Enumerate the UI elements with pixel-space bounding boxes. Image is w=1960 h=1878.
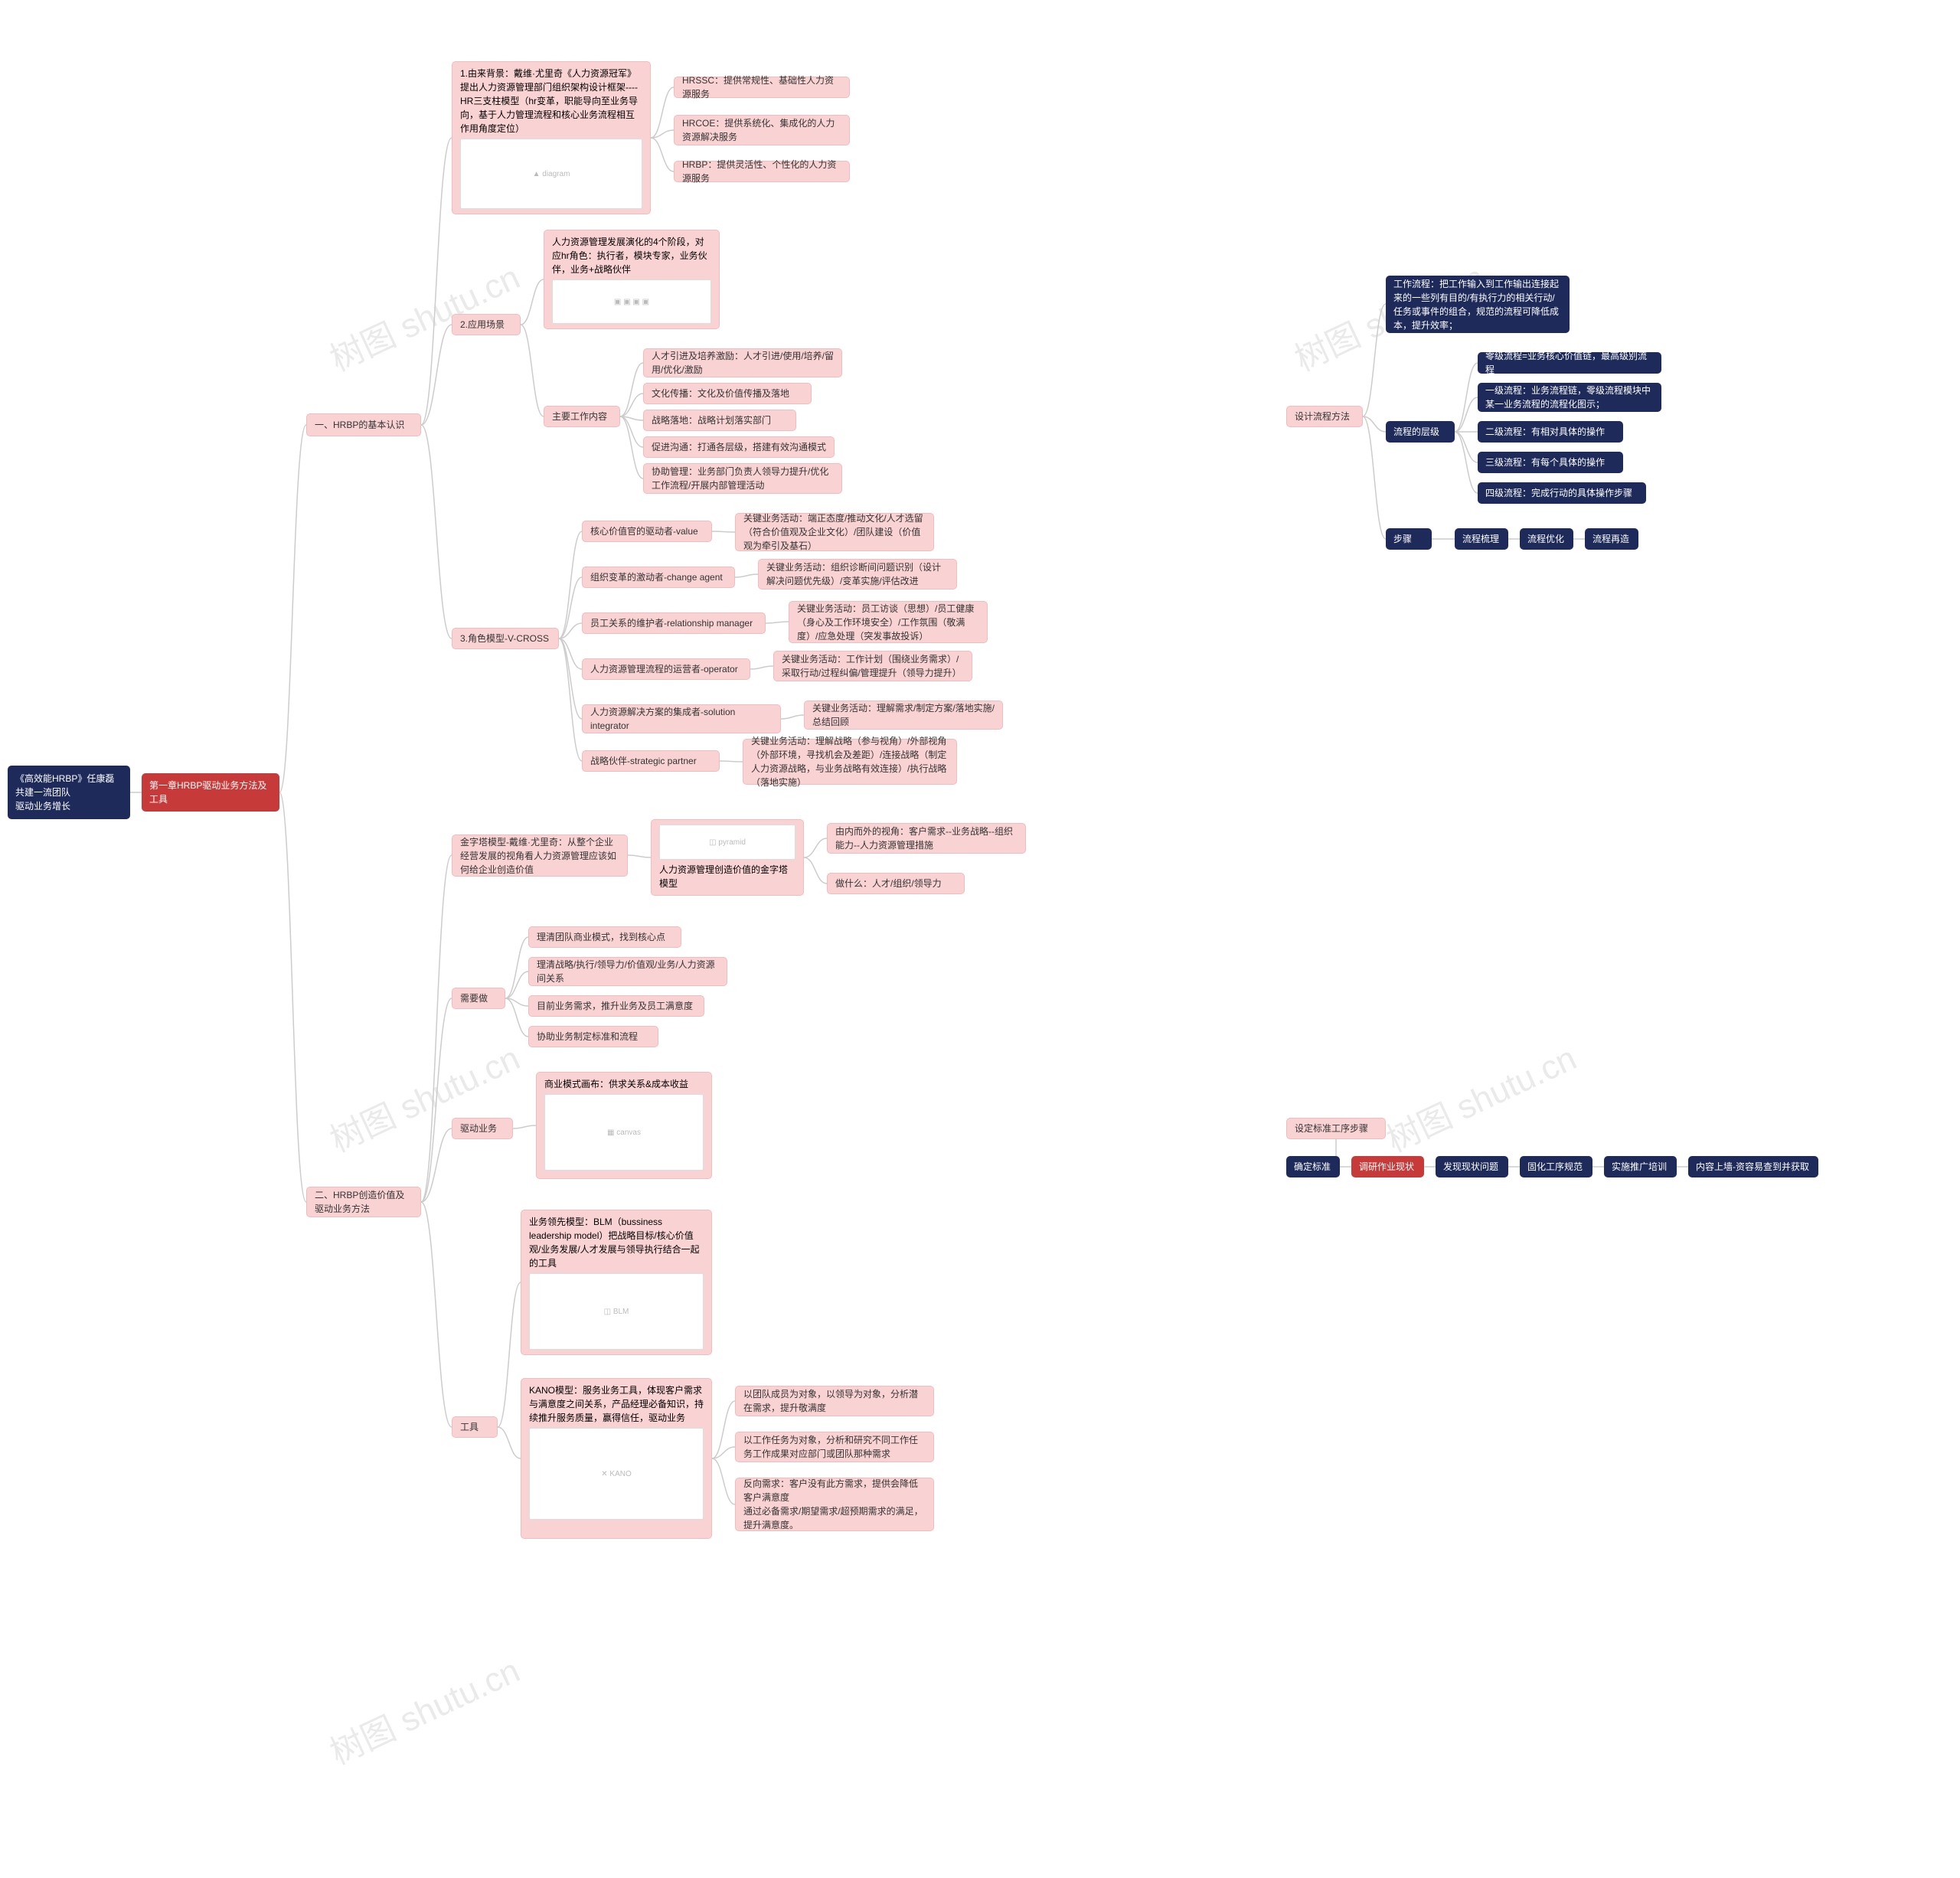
role-relationship-detail[interactable]: 关键业务活动：员工访谈（思想）/员工健康（身心及工作环境安全）/工作氛围（敬满度… [789, 601, 988, 643]
sec1-2a-text: 人力资源管理发展演化的4个阶段，对应hr角色：执行者，模块专家，业务伙伴，业务+… [552, 235, 711, 276]
role-change-detail[interactable]: 关键业务活动：组织诊断间问题识别（设计解决问题优先级）/变革实施/评估改进 [758, 559, 957, 590]
sec1-origin[interactable]: 1.由来背景：戴维·尤里奇《人力资源冠军》提出人力资源管理部门组织架构设计框架-… [452, 61, 651, 214]
level-3[interactable]: 三级流程：有每个具体的操作 [1478, 452, 1623, 473]
role-value[interactable]: 核心价值官的驱动者-value [582, 521, 712, 542]
watermark: 树图 shutu.cn [321, 1644, 527, 1775]
pyramid-model-img[interactable]: ◫ pyramid 人力资源管理创造价值的金字塔模型 [651, 819, 804, 896]
sec1-2[interactable]: 2.应用场景 [452, 314, 521, 335]
sec1-2b-5[interactable]: 协助管理：业务部门负责人领导力提升/优化工作流程/开展内部管理活动 [643, 463, 842, 494]
need-do-2[interactable]: 理清战略/执行/领导力/价值观/业务/人力资源间关系 [528, 957, 727, 986]
sec1-2b-2[interactable]: 文化传播：文化及价值传播及落地 [643, 383, 812, 404]
std-3[interactable]: 发现现状问题 [1436, 1156, 1508, 1177]
kano-3[interactable]: 反向需求：客户没有此方需求，提供会降低客户满意度 通过必备需求/期望需求/超预期… [735, 1478, 934, 1531]
hrssc[interactable]: HRSSC：提供常规性、基础性人力资源服务 [674, 77, 850, 98]
process-levels[interactable]: 流程的层级 [1386, 421, 1455, 443]
blm-text: 业务领先模型：BLM（bussiness leadership model）把战… [529, 1215, 704, 1270]
image-placeholder: ▲ diagram [460, 139, 642, 209]
pyramid-model[interactable]: 金字塔模型-戴维·尤里奇：从整个企业经营发展的视角看人力资源管理应该如何给企业创… [452, 834, 628, 877]
drive-biz[interactable]: 驱动业务 [452, 1118, 513, 1139]
sec1-2b-3[interactable]: 战略落地：战略计划落实部门 [643, 410, 796, 431]
biz-canvas-text: 商业模式画布：供求关系&成本收益 [544, 1077, 688, 1091]
sec1-2b[interactable]: 主要工作内容 [544, 406, 620, 427]
step-3[interactable]: 流程再造 [1585, 528, 1638, 550]
step-2[interactable]: 流程优化 [1520, 528, 1573, 550]
pyramid-what[interactable]: 做什么：人才/组织/领导力 [827, 873, 965, 894]
watermark: 树图 shutu.cn [321, 1031, 527, 1162]
need-do[interactable]: 需要做 [452, 988, 505, 1009]
image-placeholder: ▦ canvas [544, 1094, 704, 1171]
sec1-origin-text: 1.由来背景：戴维·尤里奇《人力资源冠军》提出人力资源管理部门组织架构设计框架-… [460, 67, 642, 136]
need-do-3[interactable]: 目前业务需求，推升业务及员工满意度 [528, 995, 704, 1017]
role-operator[interactable]: 人力资源管理流程的运营者-operator [582, 658, 750, 680]
level-0[interactable]: 零级流程=业务核心价值链，最高级别流程 [1478, 352, 1661, 374]
standard-steps[interactable]: 设定标准工序步骤 [1286, 1118, 1386, 1139]
role-change[interactable]: 组织变革的激动者-change agent [582, 567, 735, 588]
image-placeholder: ◫ pyramid [659, 825, 795, 860]
level-4[interactable]: 四级流程：完成行动的具体操作步骤 [1478, 482, 1646, 504]
sec1-2b-4[interactable]: 促进沟通：打通各层级，搭建有效沟通模式 [643, 436, 835, 458]
section-1[interactable]: 一、HRBP的基本认识 [306, 413, 421, 436]
section-2[interactable]: 二、HRBP创造价值及驱动业务方法 [306, 1187, 421, 1217]
image-placeholder: ✕ KANO [529, 1428, 704, 1520]
kano-text: KANO模型：服务业务工具，体现客户需求与满意度之间关系，产品经理必备知识，持续… [529, 1383, 704, 1425]
need-do-4[interactable]: 协助业务制定标准和流程 [528, 1026, 658, 1047]
watermark: 树图 shutu.cn [1377, 1031, 1583, 1162]
std-1[interactable]: 确定标准 [1286, 1156, 1340, 1177]
connectors [0, 0, 1960, 1878]
hrcoe[interactable]: HRCOE：提供系统化、集成化的人力资源解决服务 [674, 115, 850, 145]
blm-model[interactable]: 业务领先模型：BLM（bussiness leadership model）把战… [521, 1210, 712, 1355]
kano-2[interactable]: 以工作任务为对象，分析和研究不同工作任务工作成果对应部门或团队那种需求 [735, 1432, 934, 1462]
need-do-1[interactable]: 理清团队商业模式，找到核心点 [528, 926, 681, 948]
std-6[interactable]: 内容上墙-资容易查到并获取 [1688, 1156, 1818, 1177]
std-4[interactable]: 固化工序规范 [1520, 1156, 1592, 1177]
image-placeholder: ▣ ▣ ▣ ▣ [552, 279, 711, 324]
std-2[interactable]: 调研作业现状 [1351, 1156, 1424, 1177]
pyramid-out[interactable]: 由内而外的视角：客户需求--业务战略--组织能力--人力资源管理措施 [827, 823, 1026, 854]
level-1[interactable]: 一级流程：业务流程链，零级流程模块中某一业务流程的流程化图示； [1478, 383, 1661, 412]
tools[interactable]: 工具 [452, 1416, 498, 1438]
role-relationship[interactable]: 员工关系的维护者-relationship manager [582, 612, 766, 634]
std-5[interactable]: 实施推广培训 [1604, 1156, 1677, 1177]
level-2[interactable]: 二级流程：有相对具体的操作 [1478, 421, 1623, 443]
steps[interactable]: 步骤 [1386, 528, 1432, 550]
root-node[interactable]: 《高效能HRBP》任康磊 共建一流团队 驱动业务增长 [8, 766, 130, 819]
workflow-def[interactable]: 工作流程：把工作输入到工作输出连接起来的一些列有目的/有执行力的相关行动/任务或… [1386, 276, 1570, 333]
design-method[interactable]: 设计流程方法 [1286, 406, 1363, 427]
role-value-detail[interactable]: 关键业务活动：端正态度/推动文化/人才选留 （符合价值观及企业文化）/团队建设（… [735, 513, 934, 551]
sec1-2a[interactable]: 人力资源管理发展演化的4个阶段，对应hr角色：执行者，模块专家，业务伙伴，业务+… [544, 230, 720, 329]
kano-1[interactable]: 以团队成员为对象，以领导为对象，分析潜在需求，提升敬满度 [735, 1386, 934, 1416]
role-strategic[interactable]: 战略伙伴-strategic partner [582, 750, 720, 772]
image-placeholder: ◫ BLM [529, 1273, 704, 1350]
sec1-2b-1[interactable]: 人才引进及培养激励：人才引进/使用/培养/留用/优化/激励 [643, 348, 842, 377]
pyramid-caption: 人力资源管理创造价值的金字塔模型 [659, 863, 795, 890]
kano-model[interactable]: KANO模型：服务业务工具，体现客户需求与满意度之间关系，产品经理必备知识，持续… [521, 1378, 712, 1539]
hrbp-def[interactable]: HRBP：提供灵活性、个性化的人力资源服务 [674, 161, 850, 182]
biz-canvas[interactable]: 商业模式画布：供求关系&成本收益 ▦ canvas [536, 1072, 712, 1179]
sec1-3[interactable]: 3.角色模型-V-CROSS [452, 628, 559, 649]
role-operator-detail[interactable]: 关键业务活动：工作计划（围绕业务需求）/采取行动/过程纠偏/管理提升（领导力提升… [773, 651, 972, 681]
role-integrator[interactable]: 人力资源解决方案的集成者-solution integrator [582, 704, 781, 733]
step-1[interactable]: 流程梳理 [1455, 528, 1508, 550]
role-integrator-detail[interactable]: 关键业务活动：理解需求/制定方案/落地实施/总结回顾 [804, 701, 1003, 730]
chapter-node[interactable]: 第一章HRBP驱动业务方法及工具 [142, 773, 279, 812]
role-strategic-detail[interactable]: 关键业务活动：理解战略（参与视角）/外部视角（外部环境，寻找机会及差距）/连接战… [743, 739, 957, 785]
